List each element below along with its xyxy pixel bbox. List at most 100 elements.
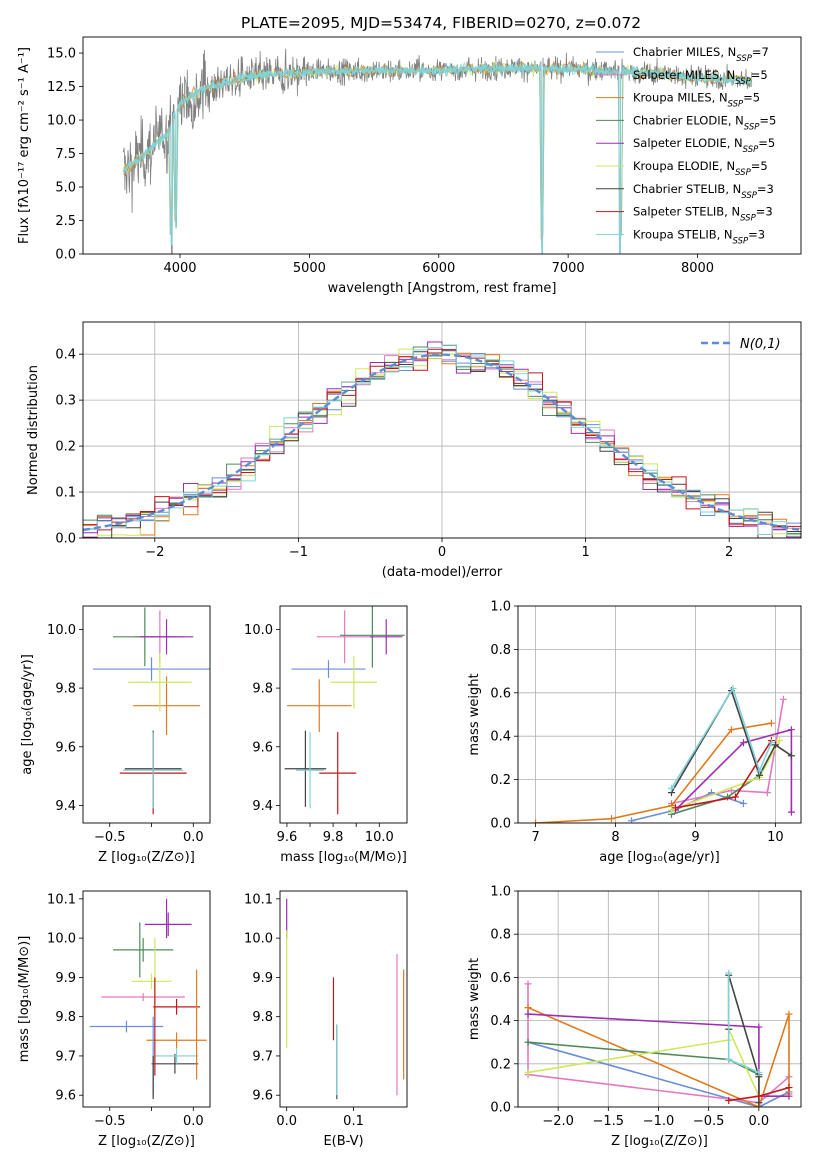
x-tick-label: −0.5 (693, 1114, 725, 1129)
y-tick-label: 0.1 (55, 486, 76, 501)
legend-entry: N(0,1) (740, 337, 781, 352)
legend-entry: Chabrier STELIB, NSSP=3 (633, 182, 774, 201)
y-tick-label: 1.0 (490, 885, 511, 900)
weight-line (674, 728, 793, 813)
y-tick-label: 2.5 (55, 214, 76, 229)
model-spectrum-line (122, 62, 753, 254)
x-tick-label: 9.8 (323, 830, 344, 845)
legend-tail: =3 (748, 227, 765, 241)
axes-frame (279, 605, 408, 824)
plot-area (518, 606, 801, 823)
x-axis-label: Z [log₁₀(Z/Z⊙)] (98, 850, 195, 865)
y-tick-label: 10.1 (47, 892, 76, 907)
weight-marker (524, 1010, 532, 1018)
y-tick-label: 7.5 (55, 147, 76, 162)
axes-frame (82, 321, 802, 539)
axes-frame (279, 890, 408, 1108)
panel-age-vs-Z: −0.5 0.0 9.4 9.6 9.8 10.0 Z [log₁₀(Z/Z⊙)] age [… (20, 605, 211, 865)
y-tick-label: 0.8 (490, 928, 511, 943)
x-tick-label: 10 (767, 830, 784, 845)
x-tick-label: 0.1 (343, 1114, 364, 1129)
residual-histogram (83, 344, 801, 535)
y-tick-label: 0.0 (55, 532, 76, 547)
weight-marker (524, 980, 532, 988)
weight-marker (608, 815, 616, 823)
y-tick-label: 10.0 (47, 114, 76, 129)
y-tick-label: 0.4 (490, 730, 511, 745)
y-axis-label: Flux [fλ10⁻¹⁷ erg cm⁻² s⁻¹ A⁻¹] (17, 47, 32, 244)
y-tick-label: 0.4 (55, 348, 76, 363)
x-axis-label: Z [log₁₀(Z/Z⊙)] (98, 1134, 195, 1149)
y-tick-label: 9.6 (252, 740, 273, 755)
y-tick-label: 0.4 (490, 1014, 511, 1029)
legend-subscript: SSP (728, 100, 744, 110)
x-tick-label: 0.0 (183, 1114, 204, 1129)
y-tick-label: 0.2 (55, 440, 76, 455)
weight-marker (755, 1068, 763, 1076)
observed-spectrum-line (122, 48, 753, 254)
x-axis-label: age [log₁₀(age/yr)] (599, 850, 720, 865)
x-tick-label: −1.5 (593, 1114, 625, 1129)
plot-area (284, 606, 405, 815)
y-tick-label: 0.0 (490, 1101, 511, 1116)
weight-marker (739, 799, 747, 807)
panel-mass-vs-EBV: 0.0 0.1 9.6 9.7 9.8 9.9 10.0 10.1 E(B-V) (244, 890, 408, 1149)
weight-line (670, 686, 773, 789)
y-tick-label: 9.4 (252, 799, 273, 814)
legend-tail: =7 (752, 45, 769, 59)
weight-marker (787, 726, 795, 734)
y-tick-label: 15.0 (47, 47, 76, 62)
x-tick-label: 8000 (681, 261, 714, 276)
plot-area (286, 898, 405, 1100)
y-axis-label: mass weight (467, 673, 482, 755)
x-tick-label: 1 (581, 545, 589, 560)
y-tick-label: 10.0 (47, 623, 76, 638)
figure-title: PLATE=2095, MJD=53474, FIBERID=0270, z=0… (241, 14, 641, 32)
weight-line (670, 688, 792, 794)
residual-histogram (83, 348, 801, 538)
y-axis-label: mass [log₁₀(M/M⊙)] (17, 936, 32, 1063)
x-tick-label: −2 (145, 545, 164, 560)
x-tick-label: −0.5 (94, 830, 126, 845)
panel-age-vs-mass: 9.6 9.8 10.0 9.4 9.6 9.8 10.0 mass [log₁₀(M/M⊙)… (244, 605, 408, 865)
weight-line (527, 1013, 789, 1097)
y-tick-label: 10.1 (244, 892, 273, 907)
axes-frame (82, 605, 211, 824)
x-tick-label: 8 (611, 830, 619, 845)
x-tick-label: 2 (725, 545, 733, 560)
x-axis-label: Z [log₁₀(Z/Z⊙)] (611, 1134, 708, 1149)
weight-marker (785, 1010, 793, 1018)
weight-marker (725, 1097, 733, 1105)
y-axis-label: Normed distribution (26, 365, 41, 495)
x-tick-label: −1.0 (643, 1114, 675, 1129)
weight-marker (763, 789, 771, 797)
x-tick-label: 4000 (163, 261, 196, 276)
weight-marker (725, 1055, 733, 1063)
y-tick-label: 0.6 (490, 971, 511, 986)
plot-area (93, 607, 210, 815)
y-tick-label: 0.8 (490, 643, 511, 658)
legend-tail: =5 (759, 113, 776, 127)
y-tick-label: 9.7 (252, 1049, 273, 1064)
y-tick-label: 9.7 (55, 1049, 76, 1064)
y-tick-label: 0.0 (490, 817, 511, 832)
weight-marker (767, 719, 775, 727)
legend-entry: Chabrier ELODIE, NSSP=5 (633, 113, 776, 132)
legend-subscript: SSP (736, 54, 752, 64)
legend-entry: Salpeter ELODIE, NSSP=5 (633, 136, 775, 155)
weight-marker (532, 819, 540, 823)
panel-mass-vs-Z: −0.5 0.0 9.6 9.7 9.8 9.9 10.0 10.1 Z [log₁₀(Z/Z⊙… (17, 890, 211, 1149)
y-tick-label: 9.8 (252, 682, 273, 697)
legend-subscript: SSP (733, 236, 749, 246)
y-tick-label: 10.0 (244, 932, 273, 947)
weight-marker (729, 684, 737, 692)
weight-marker (767, 739, 775, 747)
legend-tail: =5 (751, 68, 768, 82)
y-tick-label: 0.2 (490, 773, 511, 788)
x-tick-label: 7000 (552, 261, 585, 276)
weight-marker (755, 1092, 763, 1100)
normal-reference-curve (83, 353, 801, 532)
y-tick-label: 12.5 (47, 80, 76, 95)
legend-entry: Chabrier MILES, NSSP=7 (633, 45, 769, 64)
y-tick-label: 0.3 (55, 394, 76, 409)
